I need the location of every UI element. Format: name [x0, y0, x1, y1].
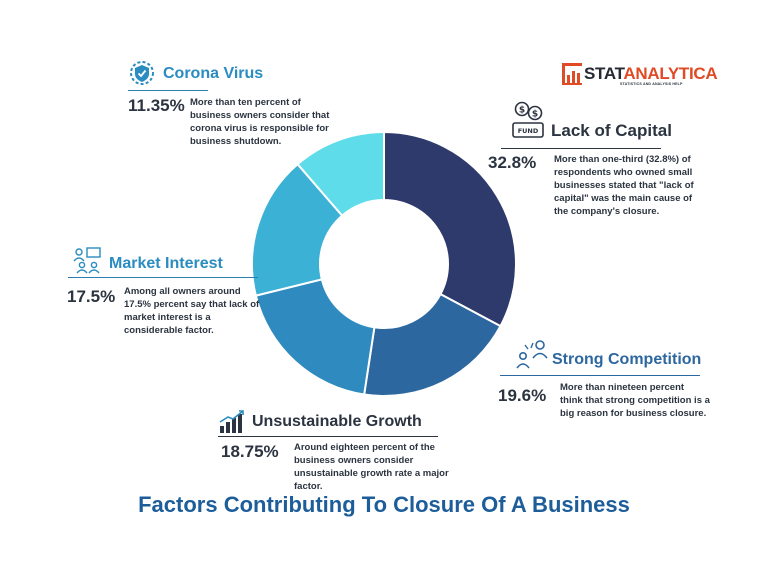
- fund-money-icon: $ $ FUND: [512, 101, 544, 138]
- capital-percent: 32.8%: [488, 153, 537, 172]
- corona-divider: [128, 90, 208, 91]
- market-percent: 17.5%: [67, 287, 116, 306]
- corona-desc-line: corona virus is responsible for: [190, 123, 329, 134]
- competition-desc-line: More than nineteen percent: [560, 382, 685, 393]
- competition-desc-line: think that strong competition is a: [560, 395, 710, 406]
- market-desc-line: market interest is a: [124, 312, 211, 323]
- svg-text:FUND: FUND: [518, 127, 539, 135]
- corona-desc-line: business owners consider that: [190, 110, 330, 121]
- competition-people-icon: [516, 340, 548, 369]
- competition-desc-line: big reason for business closure.: [560, 408, 707, 419]
- svg-text:$: $: [519, 106, 525, 116]
- logo-tagline: STATISTICS AND ANALYSIS HELP: [620, 82, 683, 86]
- growth-percent: 18.75%: [221, 442, 279, 461]
- market-title: Market Interest: [109, 255, 223, 272]
- svg-text:$: $: [532, 110, 538, 120]
- capital-desc-line: the company's closure.: [554, 206, 660, 217]
- shield-virus-icon: [130, 61, 154, 85]
- market-divider: [68, 277, 258, 278]
- growth-divider: [218, 436, 438, 437]
- bar-chart-logo-icon: [562, 63, 582, 85]
- growth-desc-line: factor.: [294, 481, 323, 492]
- capital-desc-line: capital" was the main cause of: [554, 193, 693, 204]
- growth-chart-icon: [219, 410, 244, 433]
- capital-divider: [501, 148, 661, 149]
- market-description: Among all owners around 17.5% percent sa…: [124, 285, 274, 337]
- capital-description: More than one-third (32.8%) of responden…: [554, 153, 734, 218]
- corona-description: More than ten percent of business owners…: [190, 96, 370, 148]
- donut-slice-corona-virus: [296, 130, 385, 218]
- capital-desc-line: businesses stated that "lack of: [554, 180, 694, 191]
- corona-desc-line: More than ten percent of: [190, 97, 301, 108]
- competition-description: More than nineteen percent think that st…: [560, 381, 730, 420]
- competition-percent: 19.6%: [498, 386, 547, 405]
- market-desc-line: considerable factor.: [124, 325, 214, 336]
- competition-divider: [500, 375, 700, 376]
- donut-slice-market-interest: [251, 162, 344, 297]
- growth-desc-line: Around eighteen percent of the: [294, 442, 435, 453]
- corona-desc-line: business shutdown.: [190, 136, 282, 147]
- donut-slice-unsustainable-growth: [254, 278, 376, 396]
- capital-title: Lack of Capital: [551, 121, 672, 140]
- logo-wordmark: STATANALYTICA: [584, 64, 718, 84]
- growth-desc-line: unsustainable growth rate a major: [294, 468, 449, 479]
- capital-desc-line: More than one-third (32.8%) of: [554, 154, 691, 165]
- growth-desc-line: business owners consider: [294, 455, 414, 466]
- corona-percent: 11.35%: [128, 96, 185, 115]
- competition-title: Strong Competition: [552, 351, 702, 368]
- market-desc-line: 17.5% percent say that lack of: [124, 299, 260, 310]
- capital-desc-line: respondents who owned small: [554, 167, 693, 178]
- logo-part1: STAT: [584, 64, 624, 83]
- donut-slice-strong-competition: [363, 292, 502, 397]
- growth-title: Unsustainable Growth: [252, 413, 422, 430]
- corona-title: Corona Virus: [163, 65, 264, 82]
- people-market-icon: [73, 247, 101, 274]
- market-desc-line: Among all owners around: [124, 286, 241, 297]
- donut-slice-lack-of-capital: [383, 130, 517, 328]
- growth-description: Around eighteen percent of the business …: [294, 441, 474, 493]
- logo-part2: ANALYTICA: [623, 64, 718, 83]
- page-title: Factors Contributing To Closure Of A Bus…: [138, 492, 630, 517]
